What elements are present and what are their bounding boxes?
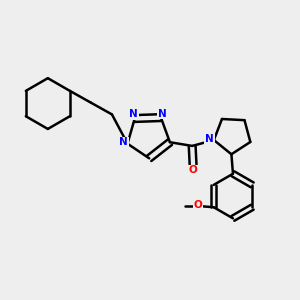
Text: O: O <box>194 200 203 210</box>
Text: N: N <box>119 137 128 148</box>
Text: N: N <box>205 134 214 143</box>
Text: O: O <box>189 165 197 176</box>
Text: N: N <box>129 110 138 119</box>
Text: N: N <box>158 109 167 118</box>
